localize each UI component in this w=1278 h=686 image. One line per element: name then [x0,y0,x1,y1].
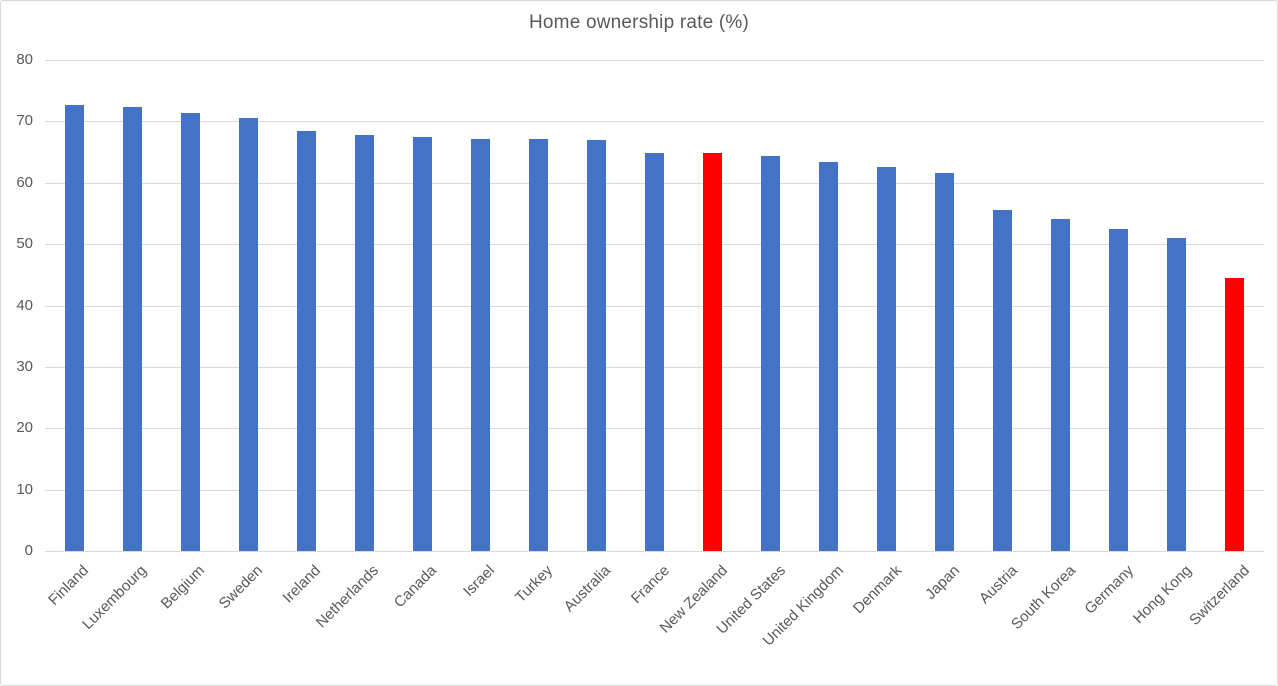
x-cat-label-australia: Australia [561,562,615,616]
bar-luxembourg [122,106,142,551]
chart-title: Home ownership rate (%) [528,12,749,33]
y-tick-label-50: 50 [16,235,33,253]
bar-denmark [877,166,897,551]
bar-france [645,152,664,551]
bar-turkey [528,139,548,551]
bar-austria [993,209,1013,551]
x-cat-label-germany: Germany [1081,562,1137,618]
y-tick-label-10: 10 [16,480,33,498]
bar-sweden [238,117,258,551]
bar-new-zealand [703,153,723,551]
x-cat-label-switzerland: Switzerland [1186,562,1253,629]
bar-united-states [761,155,781,551]
y-tick-label-70: 70 [16,112,33,130]
x-cat-label-belgium: Belgium [157,562,209,613]
y-tick-label-0: 0 [24,542,33,559]
bar-belgium [180,113,200,551]
plot-area [45,60,1264,552]
gridline-80 [45,60,1264,61]
y-tick-label-80: 80 [16,51,33,68]
bar-hong-kong [1167,238,1187,551]
x-cat-label-luxembourg: Luxembourg [79,562,151,633]
bar-japan [935,172,955,551]
x-cat-label-austria: Austria [975,562,1021,608]
y-tick-label-40: 40 [16,296,33,314]
bar-ireland [296,130,316,551]
bar-united-kingdom [819,161,839,551]
x-axis-line [45,551,1264,552]
y-tick-label-60: 60 [16,173,33,191]
bar-australia [586,140,606,551]
x-cat-label-france: France [627,562,673,608]
bar-finland [64,104,84,551]
y-tick-label-30: 30 [16,357,33,375]
bar-netherlands [354,134,374,551]
bar-israel [470,139,490,551]
bar-germany [1109,229,1129,551]
bar-switzerland [1225,277,1245,551]
x-cat-label-japan: Japan [921,562,963,603]
bar-south-korea [1051,218,1071,551]
x-cat-label-hong-kong: Hong Kong [1129,562,1195,628]
gridline-70 [45,121,1264,123]
y-tick-label-20: 20 [16,419,33,437]
x-cat-label-sweden: Sweden [215,562,267,613]
x-cat-label-south-korea: South Korea [1007,562,1079,633]
bar-canada [412,136,432,551]
